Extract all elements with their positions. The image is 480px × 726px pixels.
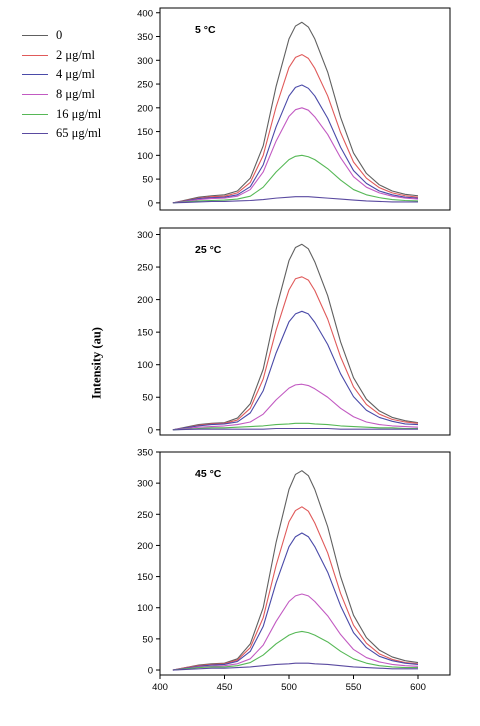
y-tick-label: 50 xyxy=(142,175,153,186)
legend-label: 8 μg/ml xyxy=(56,87,95,102)
panel-label: 45 °C xyxy=(195,468,222,480)
series-line xyxy=(172,107,419,204)
legend-item: 8 μg/ml xyxy=(22,85,101,105)
x-tick-label: 600 xyxy=(410,682,426,693)
y-tick-label: 200 xyxy=(137,295,153,306)
legend: 0 2 μg/ml 4 μg/ml 8 μg/ml 16 μg/ml 65 μg/ml xyxy=(22,26,101,144)
legend-label: 4 μg/ml xyxy=(56,67,95,82)
x-tick-label: 450 xyxy=(217,682,233,693)
legend-swatch xyxy=(22,74,48,76)
y-tick-label: 50 xyxy=(142,634,153,645)
y-tick-label: 100 xyxy=(137,603,153,614)
legend-swatch xyxy=(22,113,48,115)
y-tick-label: 0 xyxy=(148,666,153,677)
series-line xyxy=(172,662,418,671)
y-tick-label: 200 xyxy=(137,541,153,552)
y-tick-label: 300 xyxy=(137,479,153,490)
y-tick-label: 0 xyxy=(148,425,153,436)
legend-item: 2 μg/ml xyxy=(22,46,101,66)
y-tick-label: 350 xyxy=(137,448,153,459)
panel-label: 5 °C xyxy=(195,24,216,36)
legend-label: 16 μg/ml xyxy=(56,106,102,121)
series-line xyxy=(172,532,419,671)
y-tick-label: 0 xyxy=(148,198,153,209)
series-line xyxy=(172,276,419,431)
series-line xyxy=(172,196,418,204)
y-tick-label: 300 xyxy=(137,230,153,241)
legend-item: 0 xyxy=(22,26,101,46)
series-line xyxy=(172,383,419,431)
y-tick-label: 400 xyxy=(137,8,153,19)
panel-frame xyxy=(159,227,451,436)
panel-label: 25 °C xyxy=(195,244,222,256)
legend-swatch xyxy=(22,133,48,135)
series-line xyxy=(172,630,418,671)
series-line xyxy=(172,470,419,671)
x-tick-label: 400 xyxy=(152,682,168,693)
x-tick-label: 550 xyxy=(346,682,362,693)
series-line xyxy=(172,243,419,431)
y-tick-label: 100 xyxy=(137,151,153,162)
legend-item: 16 μg/ml xyxy=(22,104,101,124)
y-tick-label: 250 xyxy=(137,510,153,521)
series-line xyxy=(172,21,419,204)
legend-item: 65 μg/ml xyxy=(22,124,101,144)
y-tick-label: 50 xyxy=(142,393,153,404)
y-tick-label: 200 xyxy=(137,103,153,114)
y-tick-label: 250 xyxy=(137,263,153,274)
y-tick-label: 100 xyxy=(137,360,153,371)
series-line xyxy=(172,84,419,204)
y-tick-label: 150 xyxy=(137,572,153,583)
legend-swatch xyxy=(22,35,48,37)
legend-label: 65 μg/ml xyxy=(56,126,102,141)
legend-label: 0 xyxy=(56,28,63,43)
series-line xyxy=(172,54,419,204)
y-tick-label: 250 xyxy=(137,80,153,91)
legend-label: 2 μg/ml xyxy=(56,47,95,62)
panel-frame xyxy=(159,7,451,211)
legend-item: 4 μg/ml xyxy=(22,65,101,85)
y-tick-label: 300 xyxy=(137,56,153,67)
y-tick-label: 150 xyxy=(137,328,153,339)
series-line xyxy=(172,422,418,431)
x-tick-label: 500 xyxy=(281,682,297,693)
series-line xyxy=(172,427,418,431)
series-line xyxy=(172,154,419,204)
series-line xyxy=(172,506,419,671)
legend-swatch xyxy=(22,94,48,96)
series-line xyxy=(172,593,419,671)
panel-frame xyxy=(159,451,451,676)
y-axis-label: Intensity (au) xyxy=(89,327,104,399)
y-tick-label: 150 xyxy=(137,127,153,138)
y-tick-label: 350 xyxy=(137,32,153,43)
series-line xyxy=(172,310,419,431)
legend-swatch xyxy=(22,54,48,56)
